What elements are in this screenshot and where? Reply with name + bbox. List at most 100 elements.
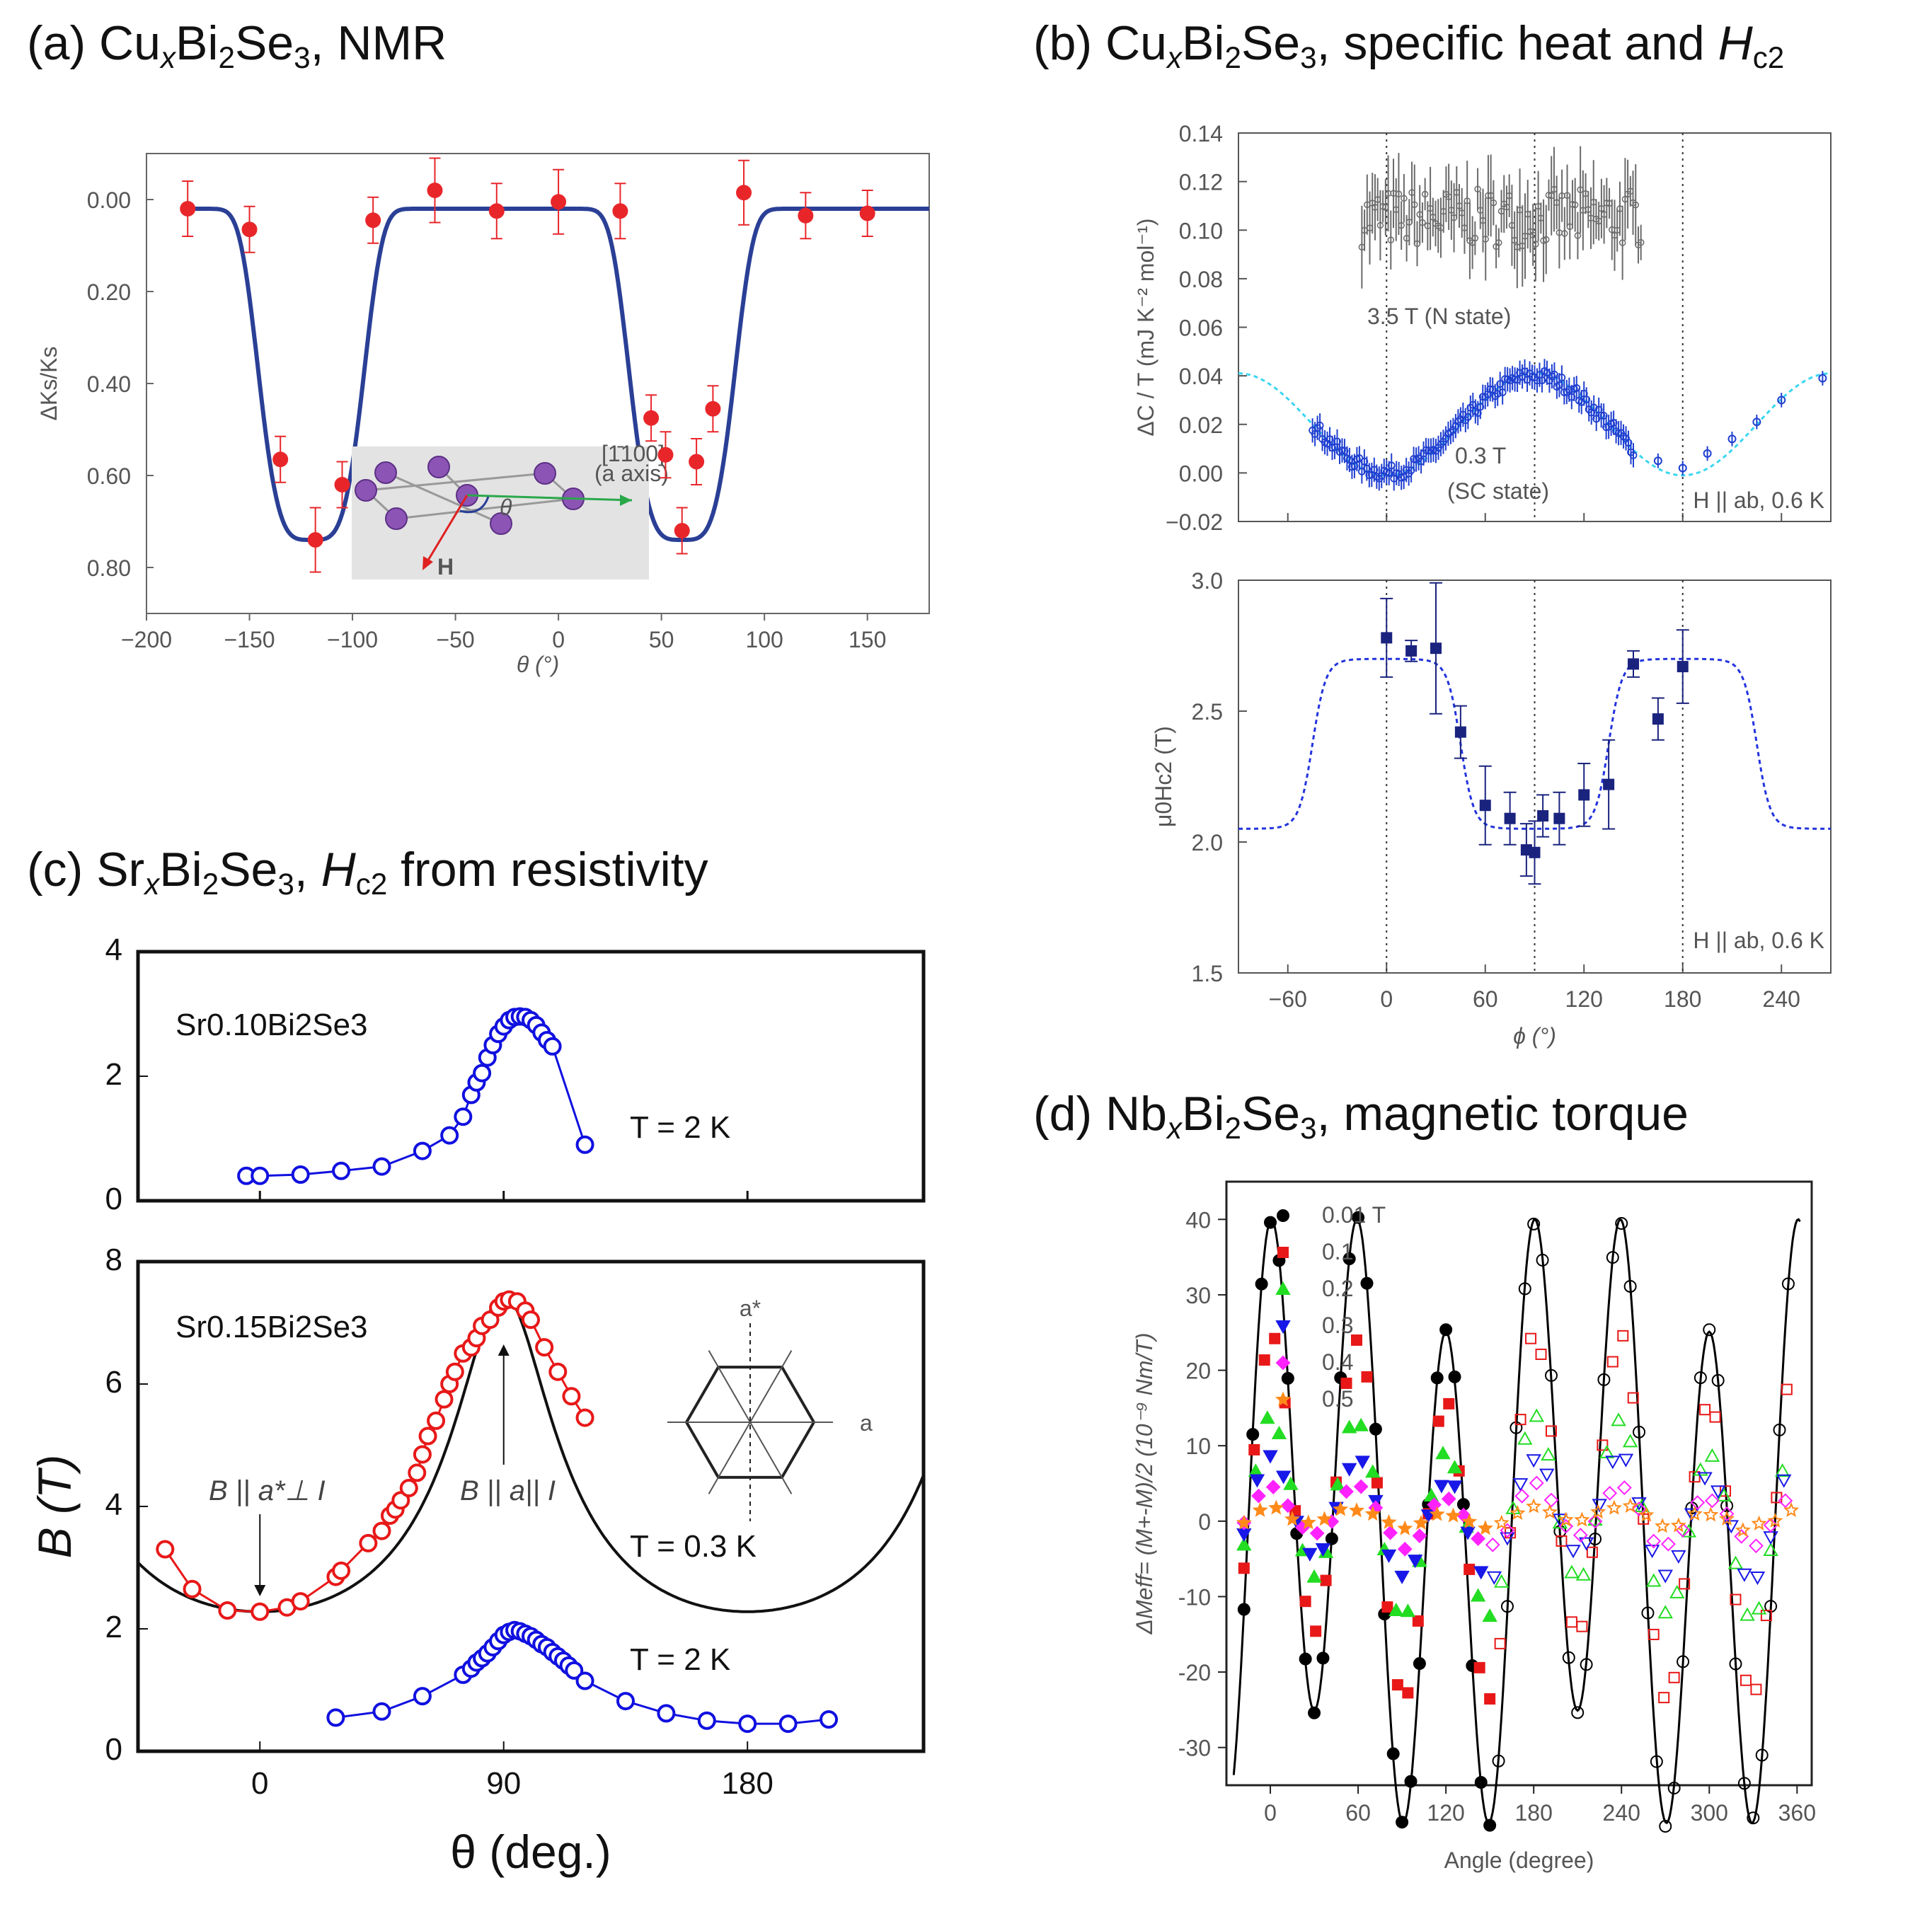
panel-d-series-1-point <box>1730 1593 1742 1605</box>
panel-d-model-line <box>1232 1218 1801 1825</box>
panel-a-inset-atom <box>490 512 512 535</box>
panel-b-bottom-xlabel: ϕ (°) <box>1513 1023 1556 1049</box>
panel-c-red-point <box>391 1491 410 1510</box>
panel-a-x: x <box>160 40 176 74</box>
panel-d-series-1-point <box>1750 1683 1762 1695</box>
panel-d-series-3-point <box>1776 1474 1792 1488</box>
panel-b-sc-state-point <box>1313 424 1321 432</box>
panel-d-series-3-point <box>1408 1555 1423 1569</box>
panel-d-series-2-point <box>1657 1605 1673 1619</box>
panel-a-point <box>798 207 814 224</box>
panel-c-blue-temp-label: T = 2 K <box>630 1642 730 1677</box>
panel-d-series-0-point <box>1386 1747 1400 1760</box>
panel-d-series-4-point <box>1383 1525 1398 1540</box>
panel-d-series-5-point <box>1268 1499 1284 1515</box>
panel-d-series-5-point <box>1783 1501 1800 1517</box>
panel-b-sc-state-point <box>1370 466 1379 474</box>
panel-d-series-0-point <box>1659 1820 1672 1833</box>
panel-b-n-state-point <box>1471 234 1479 242</box>
panel-d-series-1-point <box>1679 1578 1691 1590</box>
panel-b-c2: c2 <box>1752 40 1785 74</box>
panel-d-series-2-point <box>1564 1564 1580 1579</box>
panel-d-series-2-point <box>1622 1434 1638 1448</box>
panel-c-bottom-y-tick-label: 6 <box>105 1365 122 1400</box>
panel-d-y-tick-label: 20 <box>1185 1359 1211 1384</box>
panel-a-point <box>705 400 721 417</box>
panel-d-series-0-point <box>1492 1754 1505 1768</box>
panel-c-red-point <box>481 1310 500 1330</box>
panel-d-series-1-point <box>1565 1616 1577 1628</box>
panel-b-bottom-x-tick-label: 240 <box>1763 986 1800 1012</box>
panel-a-inset-label-theta: θ <box>500 495 512 520</box>
panel-b-label: (b) <box>1033 16 1105 70</box>
panel-a-point <box>674 523 690 538</box>
panel-c-top-axes <box>136 950 926 1203</box>
panel-d-series-1-point <box>1627 1392 1639 1404</box>
panel-b-sc-state-point <box>1818 374 1827 383</box>
panel-d-series-3-point <box>1539 1468 1555 1482</box>
panel-b-bottom-y-tick-label: 2.5 <box>1192 699 1223 725</box>
panel-d-3: 3 <box>1300 1111 1317 1145</box>
panel-b-sc-state-point <box>1678 463 1687 473</box>
panel-b-sc-state-point <box>1703 449 1712 458</box>
panel-d-2: 2 <box>1224 1111 1241 1145</box>
panel-a-inset-label-a-axis: (a axis) <box>594 461 669 486</box>
panel-d-series-1-point <box>1443 1397 1455 1409</box>
panel-d-series-4-point <box>1529 1475 1544 1491</box>
panel-a-x-tick-label: 0 <box>552 627 565 652</box>
panel-d-bi: Bi <box>1182 1087 1225 1141</box>
panel-d-series-4-point <box>1704 1493 1720 1509</box>
panel-d-series-4-point <box>1471 1531 1486 1546</box>
panel-b-n-state-point <box>1401 195 1408 202</box>
panel-d-series-4-point <box>1309 1526 1325 1541</box>
panel-d-series-0-point <box>1299 1652 1312 1666</box>
panel-d-series-1-point <box>1545 1425 1557 1437</box>
panel-b-sc-state-point <box>1592 415 1601 423</box>
panel-b-2: 2 <box>1224 40 1241 74</box>
panel-d-series-0-point <box>1255 1277 1268 1291</box>
panel-b-se: Se <box>1241 16 1301 70</box>
panel-b-sc-state-point <box>1496 380 1505 388</box>
panel-b-sc-state-point <box>1385 469 1393 478</box>
panel-c-bottom-xlabel: θ (deg.) <box>450 1826 611 1878</box>
panel-b-sc-state-point <box>1476 403 1485 411</box>
panel-a-x-tick-label: −50 <box>436 627 474 652</box>
panel-b-top-ylabel: ΔC / T (mJ K⁻² mol⁻¹) <box>1133 218 1158 436</box>
panel-c-blue-point <box>575 1671 594 1690</box>
panel-d-series-2-point <box>1716 1487 1732 1501</box>
panel-d-legend-label: 0.5 <box>1322 1386 1353 1412</box>
panel-b-top-y-tick-label: 0.14 <box>1179 121 1223 146</box>
panel-d-series-3-point <box>1341 1463 1357 1477</box>
panel-d-series-1-point <box>1340 1377 1352 1389</box>
panel-d-series-0-point <box>1667 1781 1681 1794</box>
panel-c-blue-point <box>372 1702 391 1721</box>
panel-d-series-5-point <box>1477 1520 1493 1535</box>
panel-a-point <box>180 201 196 217</box>
panel-c-red-point <box>183 1579 202 1598</box>
panel-a-cu: Cu <box>99 16 161 70</box>
panel-d-series-0-point <box>1703 1323 1716 1337</box>
panel-d-series-2-point <box>1447 1460 1463 1474</box>
panel-d-series-2-point <box>1365 1464 1381 1478</box>
panel-d-series-3-point <box>1737 1568 1752 1582</box>
panel-c-top-sample-label: Sr0.10Bi2Se3 <box>176 1008 368 1042</box>
panel-c-c2: c2 <box>355 867 388 901</box>
panel-d-xlabel: Angle (degree) <box>1444 1847 1594 1873</box>
panel-b-n-state-point <box>1532 241 1539 248</box>
panel-d-legend-label: 0.4 <box>1322 1349 1353 1375</box>
panel-b-sc-state-point <box>1473 409 1482 417</box>
panel-c-top-point <box>251 1166 270 1185</box>
panel-c-red-point <box>359 1533 378 1552</box>
panel-d-series-0-point <box>1571 1706 1585 1719</box>
panel-d-nb: Nb <box>1105 1087 1167 1141</box>
panel-d-series-3-point <box>1486 1571 1502 1585</box>
panel-b-bottom-x-tick-label: 0 <box>1380 986 1393 1012</box>
panel-d-series-4-point <box>1616 1480 1632 1495</box>
panel-d-series-2-point <box>1400 1603 1416 1618</box>
panel-d-series-3-point <box>1302 1547 1318 1562</box>
panel-b-sc-state-point <box>1488 386 1497 394</box>
panel-b-n-state-point <box>1482 236 1489 243</box>
panel-d-x-tick-label: 0 <box>1264 1800 1277 1826</box>
panel-b-hc2-point <box>1553 812 1565 824</box>
